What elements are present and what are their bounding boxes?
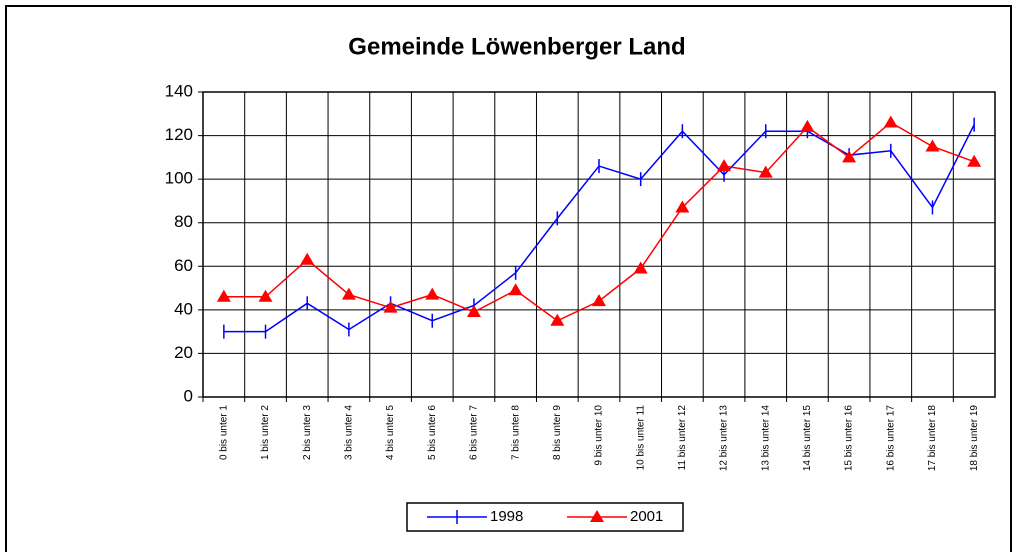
marker-triangle <box>508 283 523 296</box>
chart-frame <box>5 5 1012 552</box>
y-tick-label: 100 <box>165 169 193 188</box>
x-tick-label: 15 bis unter 16 <box>844 405 855 472</box>
marker-triangle <box>216 289 231 302</box>
marker-triangle <box>800 119 815 132</box>
y-tick-label: 80 <box>174 212 193 231</box>
marker-triangle <box>550 313 565 326</box>
x-tick-label: 3 bis unter 4 <box>344 405 355 460</box>
x-tick-label: 4 bis unter 5 <box>385 405 396 460</box>
y-tick-label: 140 <box>165 81 193 100</box>
legend-marker <box>590 510 604 522</box>
marker-triangle <box>425 287 440 300</box>
x-tick-label: 10 bis unter 11 <box>635 405 646 471</box>
legend-label: 2001 <box>630 508 663 525</box>
x-tick-label: 13 bis unter 14 <box>760 405 771 472</box>
chart-title: Gemeinde Löwenberger Land <box>348 33 685 60</box>
marker-triangle <box>883 115 898 128</box>
marker-triangle <box>633 261 648 274</box>
x-tick-label: 14 bis unter 15 <box>802 405 813 472</box>
x-tick-label: 12 bis unter 13 <box>719 405 730 472</box>
x-tick-label: 1 bis unter 2 <box>260 405 271 460</box>
legend-label: 1998 <box>490 508 523 525</box>
marker-triangle <box>258 289 273 302</box>
marker-triangle <box>592 294 606 307</box>
marker-triangle <box>758 165 773 178</box>
x-tick-label: 0 bis unter 1 <box>218 405 229 460</box>
marker-triangle <box>842 150 857 163</box>
marker-triangle <box>925 139 940 152</box>
x-tick-label: 7 bis unter 8 <box>510 405 521 460</box>
x-tick-label: 8 bis unter 9 <box>552 405 563 460</box>
marker-triangle <box>675 200 690 213</box>
x-tick-label: 2 bis unter 3 <box>302 405 313 460</box>
marker-triangle <box>466 305 481 318</box>
plot-area <box>202 91 996 398</box>
x-tick-label: 17 bis unter 18 <box>927 405 938 472</box>
x-tick-label: 9 bis unter 10 <box>594 405 605 466</box>
x-tick-label: 11 bis unter 12 <box>677 405 688 471</box>
x-tick-label: 6 bis unter 7 <box>469 405 480 460</box>
y-tick-label: 40 <box>174 299 193 318</box>
marker-triangle <box>717 159 732 172</box>
y-tick-label: 60 <box>174 256 193 275</box>
series-line <box>223 121 975 322</box>
marker-triangle <box>341 287 356 300</box>
y-tick-label: 120 <box>165 125 193 144</box>
marker-triangle <box>300 252 315 265</box>
x-tick-label: 16 bis unter 17 <box>885 405 896 472</box>
x-tick-label: 18 bis unter 19 <box>969 405 980 472</box>
y-tick-label: 0 <box>184 386 193 405</box>
marker-triangle <box>967 154 982 167</box>
marker-triangle <box>383 300 398 313</box>
y-tick-label: 20 <box>174 343 193 362</box>
x-tick-label: 5 bis unter 6 <box>427 405 438 460</box>
